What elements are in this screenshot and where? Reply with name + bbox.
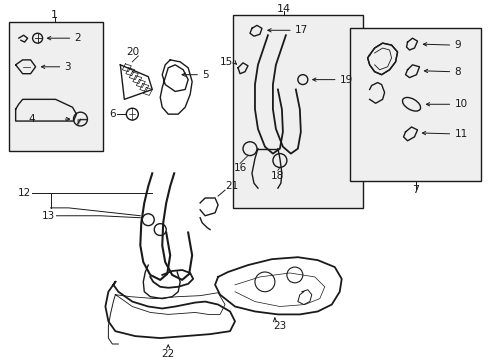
Text: 4: 4 <box>29 114 35 124</box>
Text: 8: 8 <box>453 67 460 77</box>
Bar <box>9 22 103 150</box>
Text: 2: 2 <box>74 33 81 43</box>
Text: 22: 22 <box>161 349 175 359</box>
Text: 23: 23 <box>273 321 286 331</box>
Text: 21: 21 <box>224 181 238 191</box>
Text: 7: 7 <box>411 185 418 195</box>
Text: 17: 17 <box>294 25 307 35</box>
Bar <box>233 15 362 208</box>
Text: 18: 18 <box>271 171 284 181</box>
Text: 14: 14 <box>276 4 290 14</box>
Text: 20: 20 <box>125 47 139 57</box>
Text: 6: 6 <box>109 109 116 119</box>
Text: 9: 9 <box>453 40 460 50</box>
Text: 16: 16 <box>233 163 246 174</box>
Text: 5: 5 <box>202 70 208 80</box>
Bar <box>349 28 480 181</box>
Text: 13: 13 <box>42 211 56 221</box>
Text: 3: 3 <box>64 62 71 72</box>
Text: 1: 1 <box>51 10 58 21</box>
Text: 19: 19 <box>339 75 352 85</box>
Text: 15: 15 <box>219 57 233 67</box>
Text: 12: 12 <box>17 188 31 198</box>
Text: 11: 11 <box>453 129 467 139</box>
Text: 10: 10 <box>453 99 467 109</box>
